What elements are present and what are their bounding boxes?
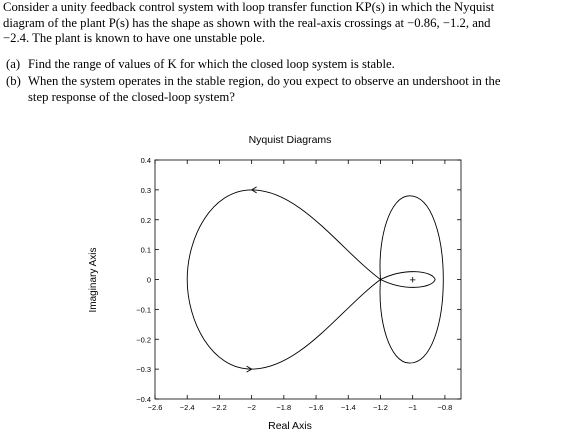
x-tick-label: −1.4 (341, 403, 356, 412)
part-label: (b) (6, 74, 21, 88)
part-text: step response of the closed-loop system? (28, 89, 235, 104)
part-b: (b) When the system operates in the stab… (3, 74, 583, 105)
x-tick-label: −2 (247, 403, 256, 412)
y-axis-label: Imaginary Axis (88, 247, 99, 312)
part-text: Find the range of values of K for which … (28, 56, 395, 71)
y-tick-label: 0.2 (141, 216, 151, 225)
nyquist-curve (186, 189, 444, 370)
x-axis-label: Real Axis (268, 420, 312, 432)
part-label: (a) (6, 56, 21, 71)
x-tick-label: −1.8 (276, 403, 291, 412)
y-tick-label: −0.4 (136, 395, 151, 404)
x-tick-label: −1 (408, 403, 417, 412)
x-tick-label: −0.8 (437, 403, 452, 412)
y-tick-label: 0.1 (141, 246, 151, 255)
x-tick-label: −1.6 (309, 403, 324, 412)
direction-arrow (246, 365, 253, 373)
y-ticks: 0.4 0.3 0.2 0.1 0 −0.1 −0.2 −0.3 −0.4 (136, 156, 461, 404)
y-tick-label: −0.1 (136, 305, 151, 314)
y-tick-label: 0 (147, 276, 151, 285)
critical-point-marker: + (409, 275, 415, 287)
part-a: (a) Find the range of values of K for wh… (3, 57, 583, 73)
x-tick-label: −1.2 (373, 403, 388, 412)
problem-intro: Consider a unity feedback control system… (3, 0, 583, 47)
intro-line: diagram of the plant P(s) has the shape … (3, 15, 491, 30)
part-text: When the system operates in the stable r… (28, 74, 501, 88)
y-tick-label: −0.2 (136, 335, 151, 344)
intro-line: Consider a unity feedback control system… (3, 0, 495, 14)
x-ticks: −2.6 −2.4 −2.2 −2 −1.8 −1.6 −1.4 −1.2 −1 −0.8 (148, 160, 452, 412)
x-tick-label: −2.4 (180, 403, 195, 412)
direction-arrow (250, 186, 257, 194)
chart-title: Nyquist Diagrams (249, 134, 332, 146)
x-tick-label: −2.2 (212, 403, 227, 412)
intro-line: −2.4. The plant is known to have one uns… (3, 31, 266, 45)
problem-text: Consider a unity feedback control system… (3, 0, 583, 105)
y-tick-label: 0.4 (141, 156, 151, 165)
y-tick-label: −0.3 (136, 365, 151, 374)
x-tick-label: −2.6 (148, 403, 163, 412)
y-tick-label: 0.3 (141, 186, 151, 195)
